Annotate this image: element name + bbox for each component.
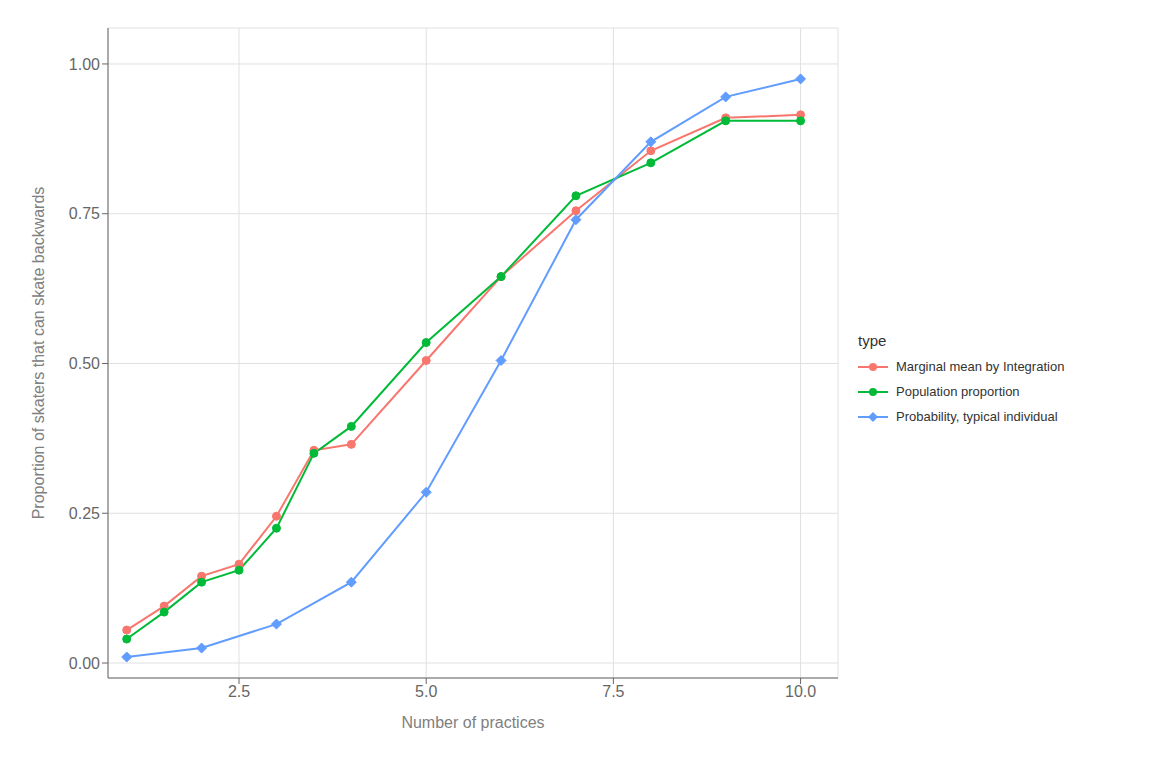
svg-text:0.25: 0.25: [69, 505, 100, 522]
svg-text:0.00: 0.00: [69, 655, 100, 672]
svg-text:10.0: 10.0: [785, 683, 816, 700]
svg-text:1.00: 1.00: [69, 56, 100, 73]
html-text:type: type: [858, 332, 887, 349]
html-text:Population proportion: Population proportion: [896, 384, 1020, 399]
svg-text:Proportion of skaters that can: Proportion of skaters that can skate bac…: [30, 187, 47, 520]
html-text:Marginal mean by Integration: Marginal mean by Integration: [896, 359, 1065, 374]
svg-text:0.75: 0.75: [69, 205, 100, 222]
svg-text:0.50: 0.50: [69, 355, 100, 372]
svg-text:2.5: 2.5: [228, 683, 250, 700]
svg-text:Number of practices: Number of practices: [401, 714, 544, 731]
html-text:Probability, typical individua: Probability, typical individual: [896, 409, 1058, 424]
svg-text:5.0: 5.0: [415, 683, 437, 700]
svg-text:7.5: 7.5: [602, 683, 624, 700]
